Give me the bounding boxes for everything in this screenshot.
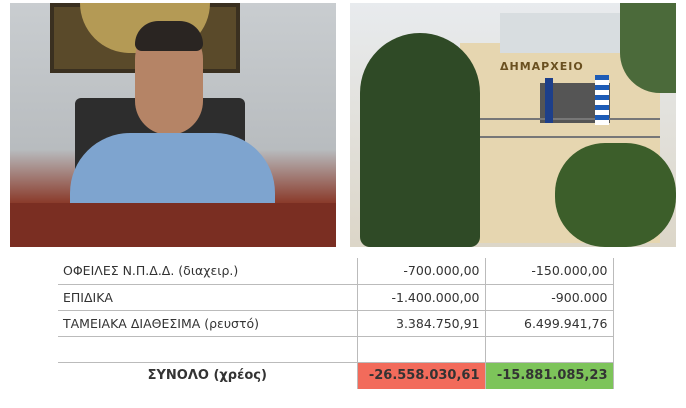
value-b: -900.000 <box>484 283 614 311</box>
value-a: -1.400.000,00 <box>356 283 486 311</box>
table-row: ΕΠΙΔΙΚΑ -1.400.000,00 -900.000 <box>58 283 614 311</box>
value-a <box>356 335 486 363</box>
total-value-a: -26.558.030,61 <box>356 361 486 389</box>
value-a: 3.384.750,91 <box>356 309 486 337</box>
total-label: ΣΥΝΟΛΟ (χρέος) <box>58 361 358 389</box>
total-value-b: -15.881.085,23 <box>484 361 614 389</box>
value-b <box>484 335 614 363</box>
row-label <box>58 335 358 363</box>
town-hall-photo: ΔΗΜΑΡΧΕΙΟ <box>350 3 676 247</box>
total-row: ΣΥΝΟΛΟ (χρέος) -26.558.030,61 -15.881.085,… <box>58 361 614 389</box>
table-row: ΤΑΜΕΙΑΚΑ ΔΙΑΘΕΣΙΜΑ (ρευστό) 3.384.750,91 6… <box>58 309 614 337</box>
value-b: -150.000,00 <box>484 258 614 285</box>
value-a: -700.000,00 <box>356 258 486 285</box>
debt-table: ΟΦΕΙΛΕΣ Ν.Π.Δ.Δ. (διαχειρ.) -700.000,00 -1… <box>58 258 614 389</box>
building-sign: ΔΗΜΑΡΧΕΙΟ <box>500 60 584 73</box>
row-label: ΤΑΜΕΙΑΚΑ ΔΙΑΘΕΣΙΜΑ (ρευστό) <box>58 309 358 337</box>
table-row: ΟΦΕΙΛΕΣ Ν.Π.Δ.Δ. (διαχειρ.) -700.000,00 -1… <box>58 258 614 285</box>
value-b: 6.499.941,76 <box>484 309 614 337</box>
row-label: ΟΦΕΙΛΕΣ Ν.Π.Δ.Δ. (διαχειρ.) <box>58 258 358 285</box>
mayor-photo <box>10 3 336 247</box>
row-label: ΕΠΙΔΙΚΑ <box>58 283 358 311</box>
table-row <box>58 335 614 363</box>
greek-flag <box>595 75 609 125</box>
